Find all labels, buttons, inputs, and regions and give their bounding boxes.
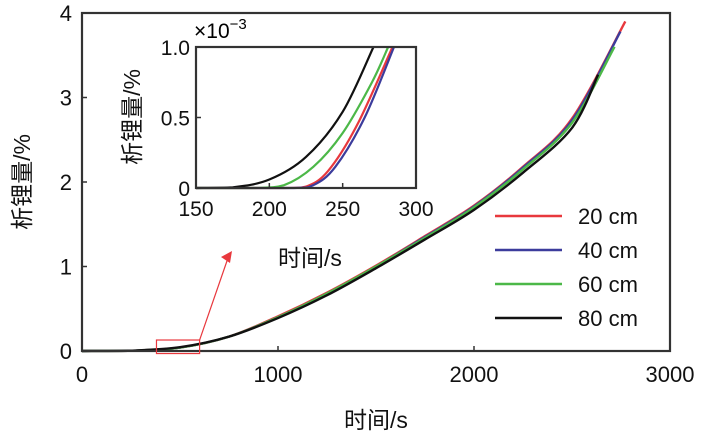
inset-x-tick-label: 250 (325, 198, 360, 221)
main-x-tick-label: 2000 (450, 362, 499, 387)
main-x-tick-label: 0 (76, 362, 88, 387)
zoom-arrow-line (199, 257, 229, 341)
legend-label: 40 cm (578, 238, 638, 263)
main-y-tick-label: 1 (60, 255, 72, 280)
inset-scale-label: ×10−3 (194, 16, 247, 43)
main-y-tick-label: 3 (60, 86, 72, 111)
main-y-tick-label: 4 (60, 1, 72, 26)
legend-label: 80 cm (578, 306, 638, 331)
inset-y-tick-label: 0.5 (161, 108, 190, 131)
main-series-line-80cm (81, 74, 600, 353)
y-axis-label: 析锂量/% (9, 134, 35, 230)
main-x-tick-label: 3000 (646, 362, 695, 387)
main-y-tick-label: 2 (60, 170, 72, 195)
inset-x-tick-label: 150 (178, 198, 213, 221)
zoom-region-box (155, 339, 201, 355)
inset-y-tick-label: 0 (178, 178, 190, 201)
main-series-line-20cm (81, 20, 627, 353)
inset-x-tick-label: 300 (398, 198, 433, 221)
inset-y-tick-label: 1.0 (161, 37, 190, 60)
zoom-arrow-head (221, 251, 232, 263)
main-series-line-40cm (81, 31, 622, 353)
inset-plot: 150 200 250 300 0 0.5 1.0 (161, 37, 434, 221)
main-axes-frame (80, 11, 672, 353)
legend-label: 20 cm (578, 204, 638, 229)
inset-series-line-80cm (195, 46, 375, 190)
x-axis-label: 时间/s (344, 407, 408, 433)
inset-x-axis-label: 时间/s (278, 245, 342, 271)
inset-y-axis-label: 析锂量/% (119, 69, 145, 165)
legend: 20 cm 40 cm 60 cm 80 cm (495, 204, 638, 331)
legend-label: 60 cm (578, 272, 638, 297)
main-x-tick-label: 1000 (254, 362, 303, 387)
inset-x-tick-label: 200 (252, 198, 287, 221)
main-y-tick-label: 0 (60, 339, 72, 364)
